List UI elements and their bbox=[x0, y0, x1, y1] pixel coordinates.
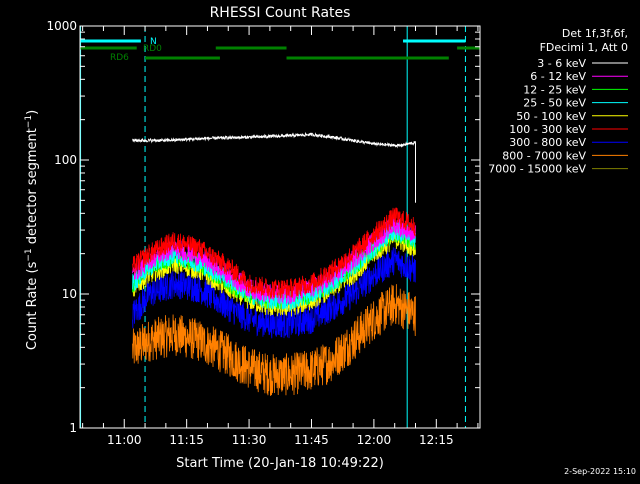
y-tick-label-1: 10 bbox=[62, 287, 77, 301]
series-line-5 bbox=[132, 207, 416, 299]
y-axis-label-end: ) bbox=[25, 110, 40, 115]
legend-label-8: 7000 - 15000 keV bbox=[488, 163, 586, 176]
x-tick-label-0: 11:00 bbox=[107, 433, 142, 447]
x-tick-label-5: 12:15 bbox=[419, 433, 454, 447]
y-axis-label-sup1: −1 bbox=[24, 248, 34, 261]
legend-label-0: 3 - 6 keV bbox=[537, 57, 586, 70]
legend-label-4: 50 - 100 keV bbox=[516, 110, 586, 123]
y-axis-label: Count Rate (s−1 detector segment−1) bbox=[24, 110, 40, 350]
series-line-7 bbox=[132, 284, 416, 396]
series-line-0 bbox=[132, 131, 416, 149]
x-tick-label-3: 11:45 bbox=[294, 433, 329, 447]
chart-title: RHESSI Count Rates bbox=[210, 5, 351, 21]
legend-label-2: 12 - 25 keV bbox=[523, 83, 586, 96]
timestamp: 2-Sep-2022 15:10 bbox=[564, 467, 636, 476]
y-axis-label-sup2: −1 bbox=[24, 115, 34, 128]
series-line-6 bbox=[132, 247, 416, 339]
x-tick-label-4: 12:00 bbox=[357, 433, 392, 447]
legend-label-5: 100 - 300 keV bbox=[509, 123, 586, 136]
y-tick-label-2: 100 bbox=[54, 153, 77, 167]
legend-label-3: 25 - 50 keV bbox=[523, 97, 586, 110]
plot-inner bbox=[80, 26, 480, 428]
legend-header-line1: Det 1f,3f,6f, bbox=[562, 27, 628, 40]
y-tick-label-3: 1000 bbox=[46, 19, 77, 33]
flag-label-rd0: RD0 bbox=[143, 44, 162, 54]
legend-label-7: 800 - 7000 keV bbox=[502, 149, 586, 162]
y-axis-label-mid: detector segment bbox=[25, 128, 40, 248]
flag-label-n: N bbox=[150, 37, 157, 47]
legend-label-1: 6 - 12 keV bbox=[530, 70, 586, 83]
x-tick-label-1: 11:15 bbox=[169, 433, 204, 447]
x-tick-label-2: 11:30 bbox=[232, 433, 267, 447]
flag-label-rd6: RD6 bbox=[110, 53, 129, 63]
legend-header-line2: FDecimi 1, Att 0 bbox=[540, 41, 628, 54]
plot-frame bbox=[79, 25, 481, 429]
axes-layer: 1 10 100 1000 11:00 11:15 11:30 11:45 12:00 12:15 bbox=[46, 19, 481, 447]
x-axis-label: Start Time (20-Jan-18 10:49:22) bbox=[176, 456, 384, 471]
y-tick-label-0: 1 bbox=[69, 421, 77, 435]
legend-label-6: 300 - 800 keV bbox=[509, 136, 586, 149]
